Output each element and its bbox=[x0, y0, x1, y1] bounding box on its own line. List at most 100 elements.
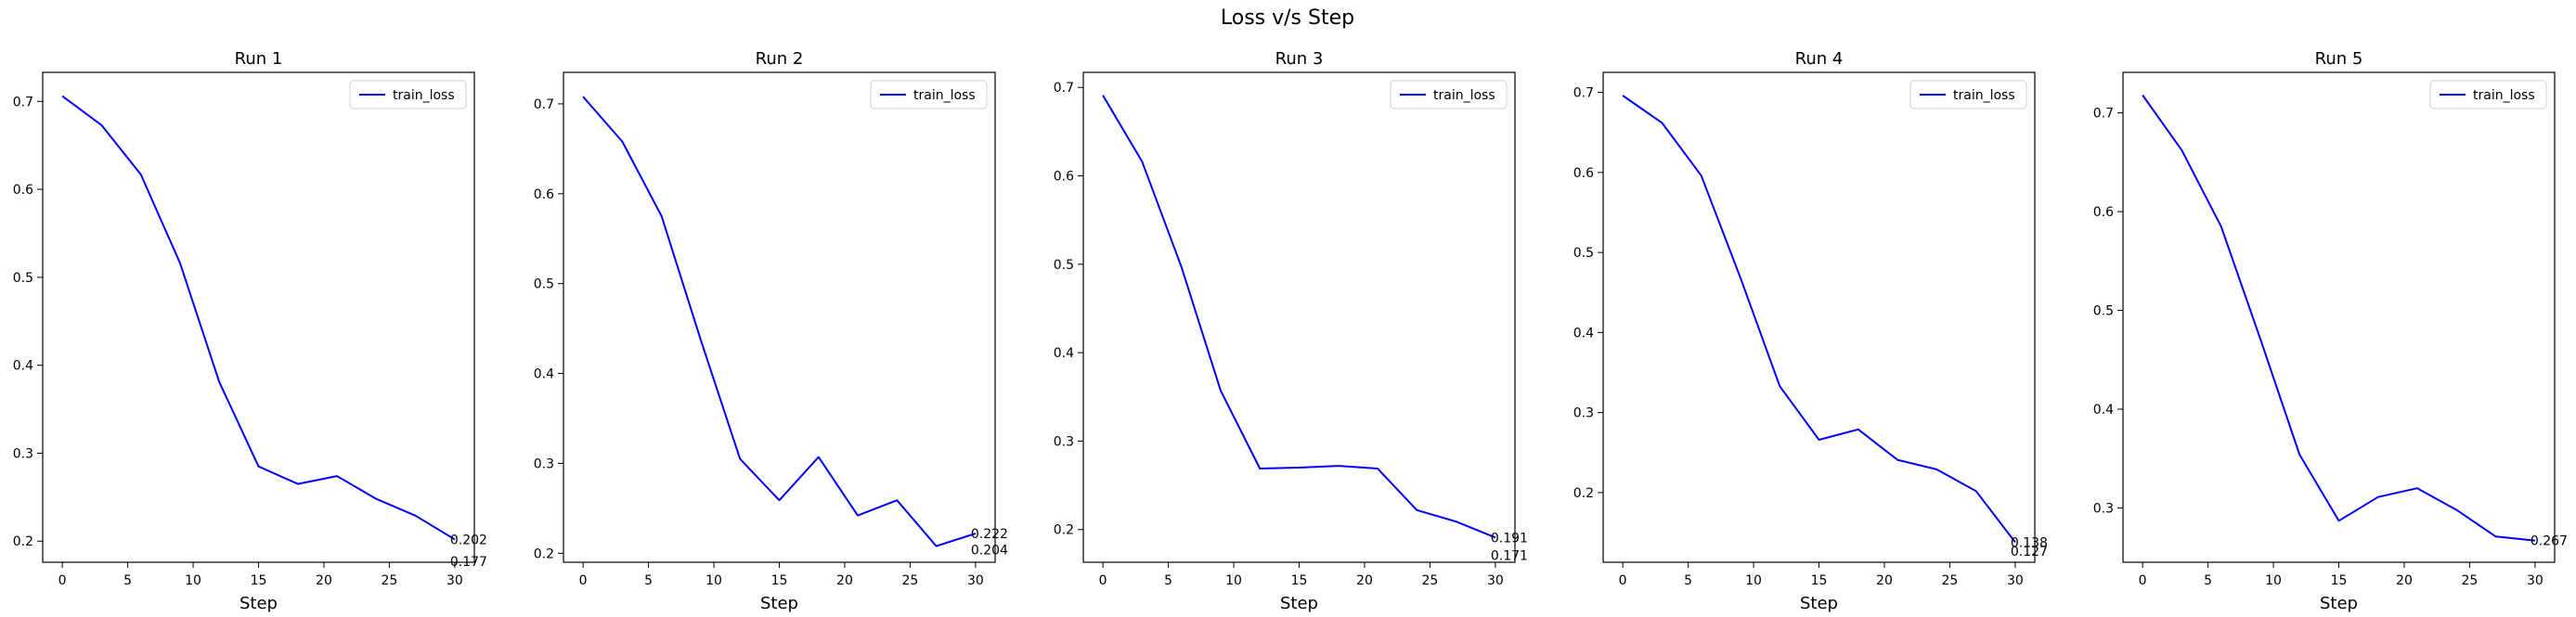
value-annotation: 0.204 bbox=[971, 543, 1008, 558]
x-tick-label: 0 bbox=[1619, 573, 1627, 588]
legend: train_loss bbox=[2429, 80, 2547, 109]
x-tick-label: 25 bbox=[381, 573, 397, 588]
value-annotation: 0.191 bbox=[1491, 531, 1528, 546]
y-tick-label: 0.3 bbox=[534, 456, 554, 471]
y-tick-label: 0.4 bbox=[1054, 346, 1074, 361]
y-tick-label: 0.2 bbox=[13, 534, 33, 549]
y-tick-label: 0.7 bbox=[13, 95, 33, 109]
value-annotation: 0.202 bbox=[450, 533, 487, 547]
y-tick-label: 0.2 bbox=[534, 546, 554, 561]
x-tick-label: 5 bbox=[123, 573, 132, 588]
x-tick-label: 25 bbox=[1421, 573, 1438, 588]
subplot-title: Run 2 bbox=[756, 49, 804, 69]
y-tick-label: 0.5 bbox=[1054, 258, 1074, 273]
axes-frame bbox=[2122, 71, 2556, 563]
legend: train_loss bbox=[870, 80, 988, 109]
y-tick-label: 0.3 bbox=[13, 446, 33, 461]
x-tick-label: 0 bbox=[58, 573, 67, 588]
subplot-title: Run 1 bbox=[235, 49, 283, 69]
x-tick-label: 20 bbox=[836, 573, 853, 588]
y-tick-label: 0.5 bbox=[1573, 246, 1594, 261]
x-tick-label: 15 bbox=[251, 573, 267, 588]
subplot-3: Run 3 0 5 10 15 20 25 30 0.2 0.3 0.4 0.5 0.6 0.7 Step 0… bbox=[1054, 49, 1528, 613]
subplots: Run 1 0 5 10 15 20 25 30 0.2 0.3 0.4 0.5 0.6 0.7 Step 0… bbox=[13, 49, 2568, 613]
subplot-title: Run 3 bbox=[1275, 49, 1324, 69]
y-tick-label: 0.2 bbox=[1573, 486, 1594, 501]
y-tick-label: 0.3 bbox=[2093, 501, 2114, 516]
value-annotation: 0.222 bbox=[971, 527, 1008, 542]
axes-frame bbox=[42, 71, 475, 563]
x-tick-label: 0 bbox=[579, 573, 588, 588]
y-tick-label: 0.3 bbox=[1054, 434, 1074, 449]
subplot-5: Run 5 0 5 10 15 20 25 30 0.3 0.4 0.5 0.6 0.7 Step 0.26… bbox=[2093, 49, 2568, 613]
x-tick-label: 15 bbox=[1291, 573, 1308, 588]
x-tick-label: 30 bbox=[2527, 573, 2544, 588]
subplot-4: Run 4 0 5 10 15 20 25 30 0.2 0.3 0.4 0.5 0.6 0.7 Step 0… bbox=[1573, 49, 2048, 613]
y-tick-label: 0.4 bbox=[534, 367, 554, 382]
legend-label: train_loss bbox=[1953, 88, 2015, 103]
y-tick-label: 0.4 bbox=[1573, 326, 1594, 341]
x-tick-label: 15 bbox=[771, 573, 788, 588]
axes-frame bbox=[1602, 71, 2036, 563]
legend-label: train_loss bbox=[1433, 88, 1495, 103]
x-tick-label: 10 bbox=[705, 573, 722, 588]
legend-box bbox=[2429, 80, 2547, 109]
value-annotation: 0.267 bbox=[2531, 534, 2568, 549]
x-tick-label: 20 bbox=[2396, 573, 2413, 588]
y-tick-label: 0.4 bbox=[13, 359, 33, 374]
x-tick-label: 5 bbox=[1684, 573, 1692, 588]
x-tick-label: 30 bbox=[447, 573, 463, 588]
value-annotation: 0.171 bbox=[1491, 548, 1528, 563]
legend-box bbox=[870, 80, 988, 109]
x-tick-label: 10 bbox=[2265, 573, 2282, 588]
subplot-title: Run 5 bbox=[2315, 49, 2363, 69]
subplot-1: Run 1 0 5 10 15 20 25 30 0.2 0.3 0.4 0.5 0.6 0.7 Step 0… bbox=[13, 49, 487, 613]
series-line-train-loss bbox=[582, 96, 977, 547]
x-tick-label: 25 bbox=[901, 573, 918, 588]
x-tick-label: 25 bbox=[2461, 573, 2478, 588]
x-tick-label: 0 bbox=[2139, 573, 2147, 588]
y-tick-label: 0.7 bbox=[2093, 107, 2114, 122]
x-tick-label: 5 bbox=[1164, 573, 1172, 588]
x-tick-label: 30 bbox=[1487, 573, 1504, 588]
x-tick-label: 10 bbox=[185, 573, 201, 588]
y-tick-label: 0.6 bbox=[1573, 166, 1594, 181]
legend: train_loss bbox=[349, 80, 467, 109]
x-axis-label: Step bbox=[1800, 594, 1838, 613]
x-tick-label: 20 bbox=[1356, 573, 1373, 588]
y-tick-label: 0.7 bbox=[1054, 81, 1074, 96]
legend-box bbox=[1909, 80, 2027, 109]
y-tick-label: 0.5 bbox=[13, 271, 33, 286]
x-tick-label: 10 bbox=[1225, 573, 1242, 588]
x-tick-label: 30 bbox=[967, 573, 984, 588]
axes-frame bbox=[1082, 71, 1516, 563]
y-tick-label: 0.6 bbox=[2093, 205, 2114, 220]
y-tick-label: 0.2 bbox=[1054, 523, 1074, 538]
x-axis-label: Step bbox=[2320, 594, 2358, 613]
x-tick-label: 5 bbox=[2204, 573, 2212, 588]
axes-frame bbox=[563, 71, 996, 563]
series-line-train-loss bbox=[2142, 94, 2536, 542]
legend-label: train_loss bbox=[2473, 88, 2535, 103]
y-tick-label: 0.5 bbox=[534, 277, 554, 292]
x-tick-label: 20 bbox=[1876, 573, 1893, 588]
legend: train_loss bbox=[1390, 80, 1508, 109]
y-tick-label: 0.6 bbox=[13, 183, 33, 198]
legend: train_loss bbox=[1909, 80, 2027, 109]
series-line-train-loss bbox=[1622, 95, 2016, 544]
x-tick-label: 5 bbox=[644, 573, 653, 588]
y-tick-label: 0.7 bbox=[1573, 86, 1594, 101]
x-axis-label: Step bbox=[1280, 594, 1318, 613]
value-annotation: 0.138 bbox=[2011, 535, 2048, 550]
x-tick-label: 15 bbox=[1811, 573, 1828, 588]
x-axis-label: Step bbox=[239, 594, 278, 613]
x-tick-label: 15 bbox=[2331, 573, 2348, 588]
x-tick-label: 25 bbox=[1941, 573, 1958, 588]
legend-box bbox=[349, 80, 467, 109]
y-tick-label: 0.6 bbox=[1054, 170, 1074, 185]
y-tick-label: 0.4 bbox=[2093, 403, 2114, 418]
series-line-train-loss bbox=[1102, 95, 1496, 539]
x-axis-label: Step bbox=[760, 594, 798, 613]
x-tick-label: 30 bbox=[2007, 573, 2024, 588]
